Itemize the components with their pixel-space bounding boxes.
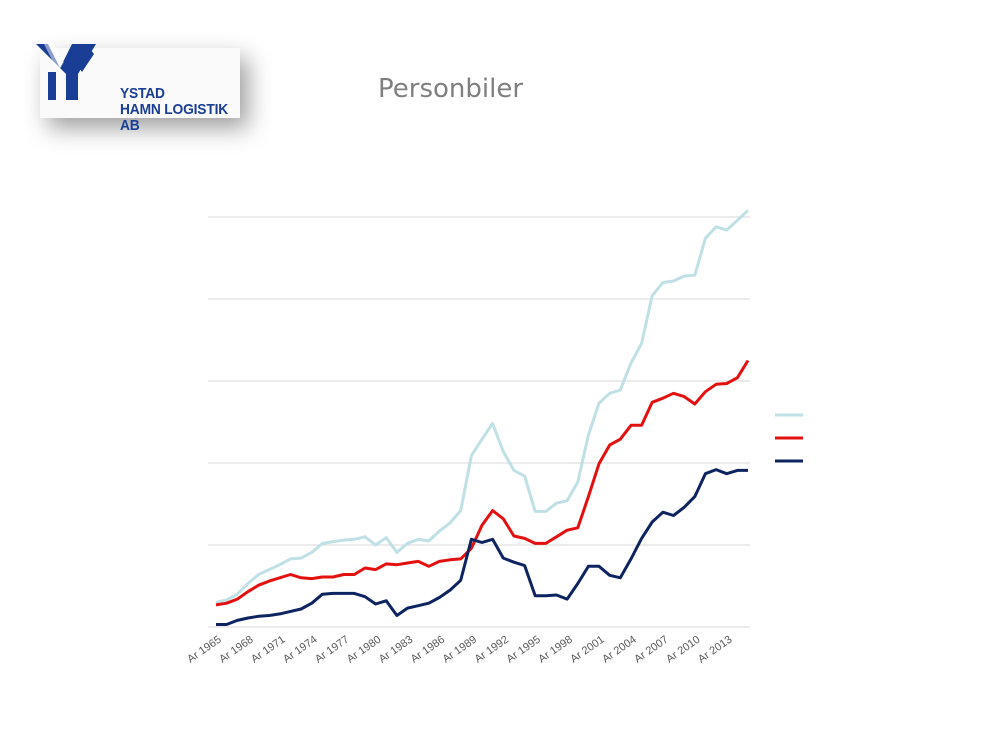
x-tick-label: Ar 1977 (313, 634, 351, 666)
x-tick-label: Ar 1986 (409, 634, 447, 666)
x-tick-label: Ar 2007 (632, 634, 670, 666)
x-tick-label: Ar 2001 (568, 634, 606, 666)
x-tick-label: Ar 1968 (217, 634, 255, 666)
x-tick-label: Ar 1980 (345, 634, 383, 666)
company-logo: YSTAD HAMN LOGISTIK AB (30, 38, 240, 134)
logo-line-2: HAMN LOGISTIK AB (120, 101, 229, 134)
logo-mark-icon (36, 44, 96, 100)
x-tick-label: Ar 1971 (249, 634, 287, 666)
x-tick-label: Ar 1983 (377, 634, 415, 666)
series-line-2 (216, 468, 748, 626)
series-line-0 (215, 209, 750, 604)
x-tick-label: Ar 1992 (473, 634, 511, 666)
x-tick-label: Ar 2010 (664, 634, 702, 666)
series-line-1 (215, 359, 750, 607)
x-tick-label: Ar 1989 (441, 634, 479, 666)
x-tick-label: Ar 1965 (185, 634, 223, 666)
x-tick-label: Ar 1974 (281, 634, 319, 666)
logo-text: YSTAD HAMN LOGISTIK AB (120, 86, 230, 134)
logo-line-1: YSTAD (120, 85, 165, 102)
chart-title: Personbiler (378, 74, 524, 104)
x-tick-label: Ar 2004 (600, 634, 638, 666)
x-tick-label: Ar 1998 (536, 634, 574, 666)
x-tick-label: Ar 1995 (504, 634, 542, 666)
x-tick-label: Ar 2013 (696, 634, 734, 666)
